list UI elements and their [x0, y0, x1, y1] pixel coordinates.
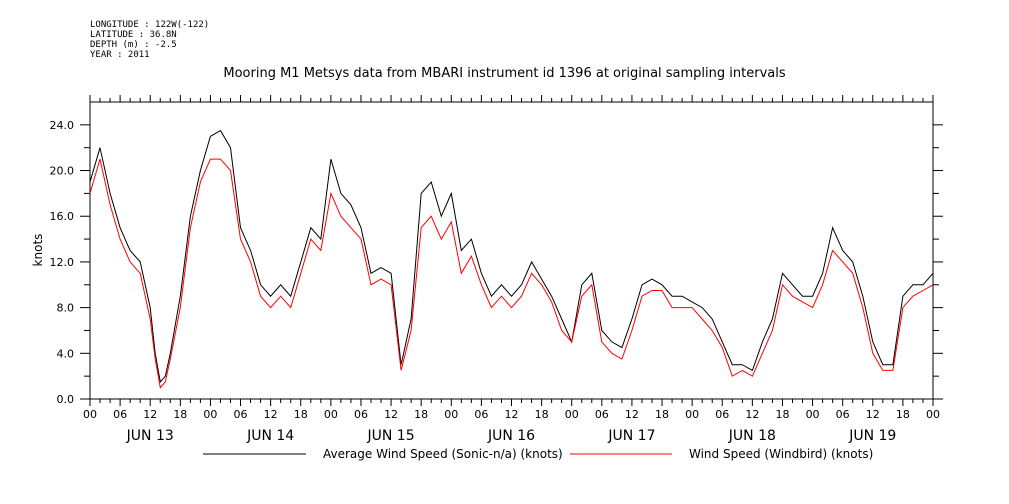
x-tick-label: 00	[685, 408, 699, 421]
x-tick-label: 00	[806, 408, 820, 421]
y-tick-label: 20.0	[50, 165, 75, 178]
x-tick-label: 00	[565, 408, 579, 421]
meta-depth: DEPTH (m) : -2.5	[90, 40, 177, 50]
x-tick-label: 18	[655, 408, 669, 421]
x-tick-label: 06	[595, 408, 609, 421]
x-tick-label: 12	[264, 408, 278, 421]
legend: Average Wind Speed (Sonic-n/a) (knots) W…	[203, 447, 873, 461]
x-tick-label: 18	[414, 408, 428, 421]
x-tick-label: 12	[505, 408, 519, 421]
series-line-1	[89, 129, 934, 384]
legend-label-series2: Wind Speed (Windbird) (knots)	[689, 447, 873, 461]
y-tick-label: 16.0	[50, 210, 75, 223]
x-day-label: JUN 16	[487, 428, 535, 444]
x-tick-label: 06	[113, 408, 127, 421]
x-tick-label: 18	[775, 408, 789, 421]
legend-label-series1: Average Wind Speed (Sonic-n/a) (knots)	[323, 447, 563, 461]
x-day-label: JUN 13	[126, 428, 174, 444]
x-tick-label: 12	[143, 408, 157, 421]
x-tick-label: 00	[203, 408, 217, 421]
plot-frame	[89, 101, 934, 400]
x-tick-label: 12	[866, 408, 880, 421]
x-tick-label: 00	[324, 408, 338, 421]
x-tick-label: 12	[745, 408, 759, 421]
x-tick-label: 18	[535, 408, 549, 421]
x-tick-label: 06	[354, 408, 368, 421]
x-tick-label: 12	[625, 408, 639, 421]
meta-year: YEAR : 2011	[90, 50, 150, 60]
y-tick-label: 8.0	[57, 302, 75, 315]
meta-latitude: LATITUDE : 36.8N	[90, 30, 177, 40]
x-day-label: JUN 14	[246, 428, 294, 444]
y-tick-label: 24.0	[50, 119, 75, 132]
x-tick-label: 06	[836, 408, 850, 421]
x-tick-label: 06	[234, 408, 248, 421]
x-tick-label: 06	[474, 408, 488, 421]
x-tick-label: 18	[294, 408, 308, 421]
x-tick-label: 12	[384, 408, 398, 421]
x-tick-label: 00	[444, 408, 458, 421]
x-day-label: JUN 18	[728, 428, 776, 444]
y-axis-label: knots	[31, 234, 45, 267]
x-tick-label: 00	[926, 408, 940, 421]
x-tick-label: 18	[896, 408, 910, 421]
metadata-block: LONGITUDE : 122W(-122) LATITUDE : 36.8N …	[90, 20, 209, 60]
y-tick-label: 12.0	[50, 256, 75, 269]
x-day-label: JUN 17	[607, 428, 655, 444]
series-line-2	[89, 158, 934, 389]
x-tick-label: 06	[715, 408, 729, 421]
x-day-label: JUN 19	[848, 428, 896, 444]
chart-title: Mooring M1 Metsys data from MBARI instru…	[223, 66, 786, 81]
y-tick-label: 0.0	[57, 393, 75, 406]
meta-longitude: LONGITUDE : 122W(-122)	[90, 20, 210, 30]
x-day-label: JUN 15	[367, 428, 415, 444]
y-tick-label: 4.0	[57, 347, 75, 360]
x-tick-label: 00	[83, 408, 97, 421]
x-tick-label: 18	[173, 408, 187, 421]
